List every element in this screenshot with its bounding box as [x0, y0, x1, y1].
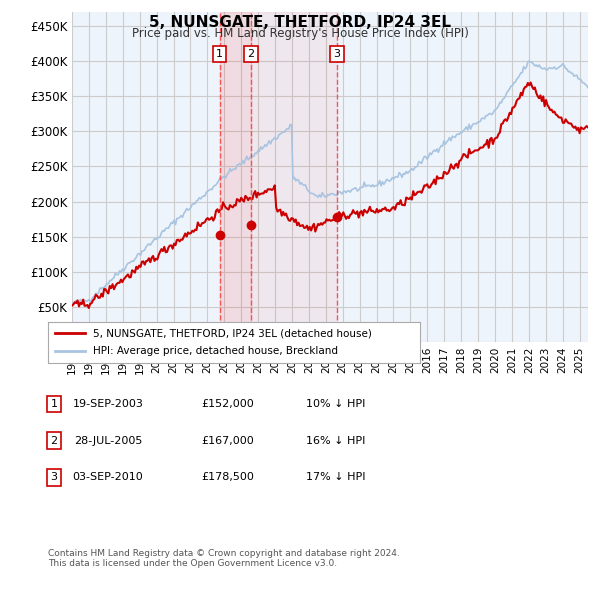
Text: 2: 2	[247, 49, 254, 59]
Bar	[220, 12, 251, 342]
Text: 5, NUNSGATE, THETFORD, IP24 3EL: 5, NUNSGATE, THETFORD, IP24 3EL	[149, 15, 451, 30]
Text: 5, NUNSGATE, THETFORD, IP24 3EL (detached house): 5, NUNSGATE, THETFORD, IP24 3EL (detache…	[92, 328, 371, 338]
Text: Price paid vs. HM Land Registry's House Price Index (HPI): Price paid vs. HM Land Registry's House …	[131, 27, 469, 40]
Text: 16% ↓ HPI: 16% ↓ HPI	[307, 436, 365, 445]
Text: £152,000: £152,000	[202, 399, 254, 409]
Text: 2: 2	[50, 436, 58, 445]
Text: 1: 1	[50, 399, 58, 409]
Text: HPI: Average price, detached house, Breckland: HPI: Average price, detached house, Brec…	[92, 346, 338, 356]
Text: 03-SEP-2010: 03-SEP-2010	[73, 473, 143, 482]
Text: £178,500: £178,500	[202, 473, 254, 482]
Text: 19-SEP-2003: 19-SEP-2003	[73, 399, 143, 409]
Text: 17% ↓ HPI: 17% ↓ HPI	[306, 473, 366, 482]
Text: 3: 3	[334, 49, 341, 59]
Text: 28-JUL-2005: 28-JUL-2005	[74, 436, 142, 445]
Bar	[251, 12, 337, 342]
Text: 10% ↓ HPI: 10% ↓ HPI	[307, 399, 365, 409]
Text: Contains HM Land Registry data © Crown copyright and database right 2024.
This d: Contains HM Land Registry data © Crown c…	[48, 549, 400, 568]
Text: £167,000: £167,000	[202, 436, 254, 445]
Text: 3: 3	[50, 473, 58, 482]
Text: 1: 1	[216, 49, 223, 59]
